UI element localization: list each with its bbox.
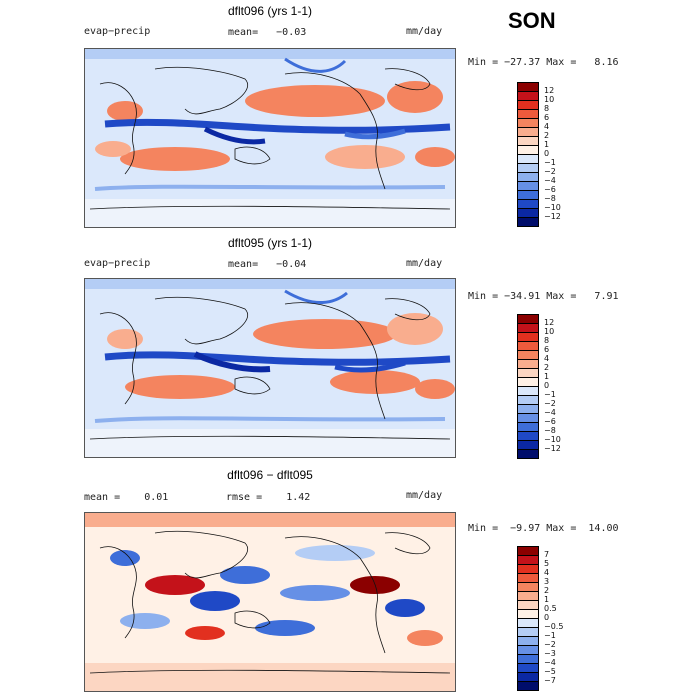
map-canvas <box>85 49 455 227</box>
mean-label: mean = 0.01 <box>84 492 169 503</box>
unit-label: mm/day <box>406 26 443 37</box>
colorbar-tick-label: −4 <box>544 176 556 185</box>
colorbar-tick-label: 8 <box>544 104 550 113</box>
panel-title: dflt095 (yrs 1-1) <box>227 236 313 250</box>
unit-label: mm/day <box>406 258 443 269</box>
panel-model-095: dflt095 (yrs 1-1) evap−precip mean= −0.0… <box>0 236 700 468</box>
colorbar-tick-label: −8 <box>544 426 556 435</box>
colorbar-tick-label: 8 <box>544 336 550 345</box>
evap-precip-map <box>84 278 456 458</box>
panel-title: dflt096 − dflt095 <box>227 468 313 482</box>
colorbar-tick-label: 1 <box>544 595 550 604</box>
panel-difference: dflt096 − dflt095 mean = 0.01 rmse = 1.4… <box>0 468 700 700</box>
minmax-label: Min = −27.37 Max = 8.16 <box>468 57 619 68</box>
colorbar-tick-label: −1 <box>544 390 556 399</box>
season-label: SON <box>508 8 556 33</box>
unit-label: mm/day <box>406 490 443 501</box>
colorbar-tick-label: −2 <box>544 399 556 408</box>
colorbar: 12 10 8 6 4 2 1 0 −1 −2 −4 −6 −8 −10 −12 <box>517 82 561 227</box>
colorbar: 12 10 8 6 4 2 1 0 −1 −2 −4 −6 −8 −10 −12 <box>517 314 561 459</box>
colorbar-tick-label: −8 <box>544 194 556 203</box>
colorbar-tick-label: 3 <box>544 577 550 586</box>
minmax-label: Min = −9.97 Max = 14.00 <box>468 523 619 534</box>
colorbar-tick-label: 2 <box>544 586 550 595</box>
colorbar-tick-label: 10 <box>544 327 555 336</box>
colorbar-tick-label: −4 <box>544 658 556 667</box>
colorbar-tick-label: −2 <box>544 167 556 176</box>
minmax-label: Min = −34.91 Max = 7.91 <box>468 291 619 302</box>
evap-precip-map <box>84 48 456 228</box>
difference-map <box>84 512 456 692</box>
colorbar-tick-label: −1 <box>544 158 556 167</box>
colorbar-tick-label: 12 <box>544 86 555 95</box>
colorbar-tick-label: 0 <box>544 613 550 622</box>
panel-title: dflt096 (yrs 1-1) <box>227 4 313 18</box>
colorbar-tick-label: 12 <box>544 318 555 327</box>
colorbar-tick-label: 7 <box>544 550 550 559</box>
colorbar-tick-label: −5 <box>544 667 556 676</box>
colorbar-tick-label: −10 <box>544 435 561 444</box>
colorbar-tick-label: −12 <box>544 212 561 221</box>
colorbar-tick-label: 4 <box>544 354 550 363</box>
colorbar-tick-label: −12 <box>544 444 561 453</box>
colorbar-tick-label: 6 <box>544 113 550 122</box>
colorbar-tick-label: −2 <box>544 640 556 649</box>
colorbar-tick-label: 6 <box>544 345 550 354</box>
colorbar-tick-label: −0.5 <box>544 622 564 631</box>
colorbar-tick-label: −6 <box>544 417 556 426</box>
colorbar-tick-label: 4 <box>544 122 550 131</box>
colorbar-tick-label: −7 <box>544 676 556 685</box>
colorbar-tick-label: −3 <box>544 649 556 658</box>
colorbar-tick-label: 1 <box>544 372 550 381</box>
variable-label: evap−precip <box>84 258 151 269</box>
colorbar-tick-label: −6 <box>544 185 556 194</box>
map-canvas <box>85 513 455 691</box>
colorbar-tick-label: 0.5 <box>544 604 557 613</box>
colorbar-tick-label: −4 <box>544 408 556 417</box>
colorbar-tick-label: 0 <box>544 381 550 390</box>
colorbar-tick-label: 2 <box>544 363 550 372</box>
colorbar-tick-label: 2 <box>544 131 550 140</box>
colorbar-tick-label: −10 <box>544 203 561 212</box>
variable-label: evap−precip <box>84 26 151 37</box>
colorbar-tick-label: −1 <box>544 631 556 640</box>
colorbar-swatch <box>517 217 539 227</box>
colorbar: 7 5 4 3 2 1 0.5 0 −0.5 −1 −2 −3 −4 −5 −7 <box>517 546 563 691</box>
colorbar-swatch <box>517 681 539 691</box>
mean-label: mean= −0.03 <box>228 27 307 38</box>
colorbar-tick-label: 5 <box>544 559 550 568</box>
map-canvas <box>85 279 455 457</box>
colorbar-tick-label: 1 <box>544 140 550 149</box>
mean-label: mean= −0.04 <box>228 259 307 270</box>
colorbar-tick-label: 0 <box>544 149 550 158</box>
colorbar-swatch <box>517 449 539 459</box>
rmse-label: rmse = 1.42 <box>226 492 311 503</box>
colorbar-tick-label: 10 <box>544 95 555 104</box>
panel-model-096: dflt096 (yrs 1-1) evap−precip mean= −0.0… <box>0 4 700 236</box>
colorbar-tick-label: 4 <box>544 568 550 577</box>
